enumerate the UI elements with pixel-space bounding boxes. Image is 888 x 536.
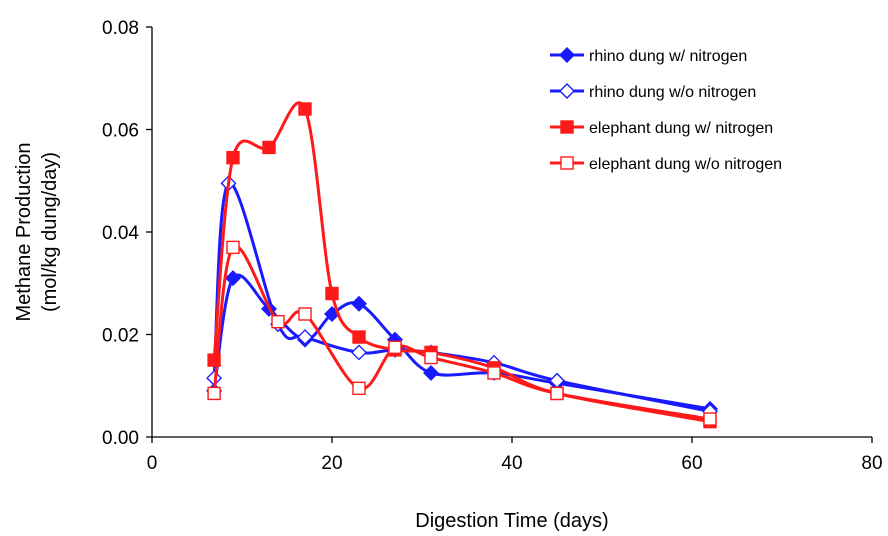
y-axis-label-line-2: (mol/kg dung/day) [39,152,61,312]
x-tick-label: 20 [321,453,342,474]
legend-entry: elephant dung w/ nitrogen [550,120,773,137]
series-1 [206,270,718,417]
series-3 [207,101,717,429]
data-point [550,386,564,401]
y-tick-label: 0.00 [102,428,139,449]
y-tick-label: 0.08 [102,18,139,39]
series-line [212,101,711,424]
series-4 [207,240,717,426]
data-point [297,329,313,346]
legend-entry: elephant dung w/o nitrogen [550,156,782,173]
y-tick-label: 0.04 [102,223,139,244]
series-layer [206,101,718,429]
data-point [225,270,241,287]
data-point [423,364,439,381]
legend-label: elephant dung w/o nitrogen [589,156,782,173]
data-point [351,344,367,361]
legend-marker [560,120,574,134]
data-point [271,314,285,329]
x-axis-label: Digestion Time (days) [415,510,608,532]
data-point [352,381,366,396]
legend-marker [559,83,575,99]
y-tick-label: 0.02 [102,326,139,347]
data-point [703,412,717,426]
x-tick-label: 60 [681,453,702,474]
legend-label: rhino dung w/ nitrogen [589,48,747,65]
data-point [351,295,367,312]
x-tick-label: 40 [501,453,522,474]
y-axis-label-line-1: Methane Production [13,142,35,321]
y-tick-label: 0.06 [102,121,139,142]
data-point [262,140,276,155]
data-point [487,366,501,380]
data-point [226,150,240,165]
legend-entry: rhino dung w/ nitrogen [550,47,747,65]
legend-label: rhino dung w/o nitrogen [589,84,756,101]
axes: 0 20 40 60 80 0.00 0.02 0.04 0.06 0.08 [102,18,883,474]
data-point [352,330,366,344]
data-point [424,350,438,365]
x-tick-label: 0 [147,453,158,474]
series-line [212,181,711,413]
x-tick-label: 80 [861,453,882,474]
legend-entry: rhino dung w/o nitrogen [550,83,756,101]
data-point [298,307,312,321]
legend: rhino dung w/ nitrogen rhino dung w/o nit… [550,47,782,173]
data-point [207,386,221,401]
legend-marker [559,47,575,63]
series-line [212,273,711,411]
legend-label: elephant dung w/ nitrogen [589,120,773,137]
data-point [226,240,240,255]
series-line [212,244,711,421]
data-point [388,340,402,355]
data-point [325,286,339,301]
series-2 [206,175,718,420]
legend-marker [560,156,574,170]
data-point [298,102,312,116]
